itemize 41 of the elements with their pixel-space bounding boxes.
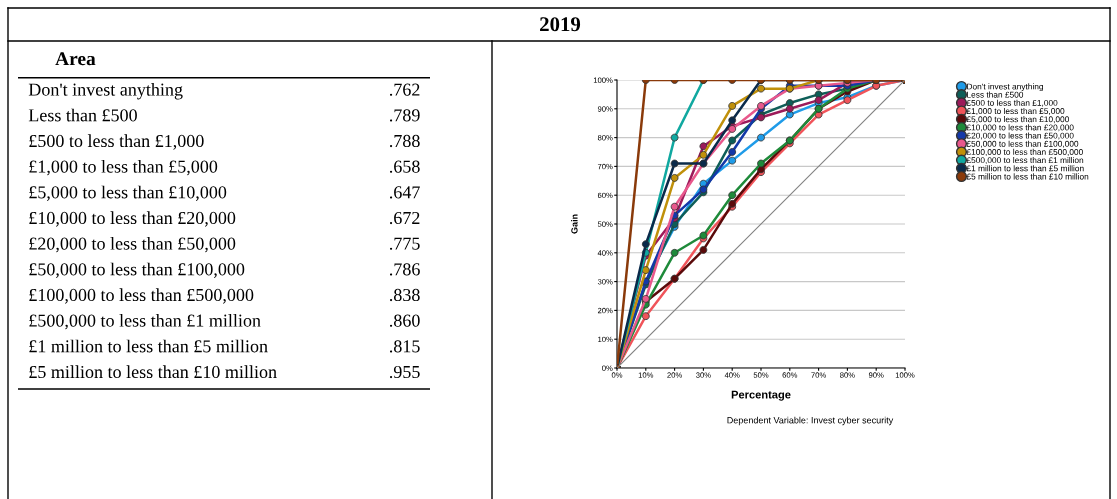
- text: .786: [389, 263, 420, 276]
- category-label: £5,000 to less than £10,000: [29, 185, 227, 201]
- category-label: £50,000 to less than £100,000: [29, 262, 245, 278]
- legend-label: Don't invest anything: [967, 83, 1044, 92]
- legend-label: £1 million to less than £5 million: [966, 165, 1084, 172]
- x-axis-title: Percentage: [731, 390, 791, 401]
- legend-label: £10,000 to less than £20,000: [966, 124, 1074, 132]
- text: .762: [389, 83, 420, 96]
- text: Area: [55, 52, 96, 66]
- legend-label: £20,000 to less than £50,000: [966, 132, 1074, 140]
- legend-label: £50,000 to less than £100,000: [966, 140, 1079, 148]
- legend-label: £5,000 to less than £10,000: [966, 116, 1069, 124]
- legend-label: Less than £500: [967, 91, 1024, 98]
- text: 2019: [540, 17, 581, 32]
- y-axis-title: Gain: [570, 214, 578, 234]
- text: .658: [389, 160, 420, 173]
- legend-label: £100,000 to less than £500,000: [966, 148, 1083, 156]
- text: .860: [389, 314, 420, 327]
- category-label: £1,000 to less than £5,000: [29, 160, 218, 176]
- text: .647: [389, 186, 420, 199]
- category-label: £5 million to less than £10 million: [29, 365, 277, 379]
- legend-label: £500 to less than £1,000: [966, 99, 1058, 107]
- text: .838: [389, 288, 420, 302]
- text: .789: [389, 109, 420, 122]
- category-label: £20,000 to less than £50,000: [29, 237, 236, 253]
- legend-label: £1,000 to less than £5,000: [966, 107, 1065, 115]
- category-label: £500 to less than £1,000: [29, 134, 204, 150]
- text: Dependent Variable: Invest cyber security: [727, 416, 894, 426]
- category-label: £1 million to less than £5 million: [29, 339, 268, 353]
- category-label: £500,000 to less than £1 million: [29, 314, 261, 330]
- legend-label: £500,000 to less than £1 million: [966, 157, 1084, 165]
- category-label: Don't invest anything: [28, 82, 183, 100]
- category-label: £10,000 to less than £20,000: [29, 211, 236, 227]
- category-label: Less than £500: [28, 108, 137, 122]
- legend-label: £5 million to less than £10 million: [966, 173, 1089, 180]
- text: .788: [389, 134, 420, 148]
- text: .955: [389, 365, 420, 379]
- text: .775: [389, 237, 420, 250]
- text: .815: [389, 340, 420, 353]
- category-label: £100,000 to less than £500,000: [29, 288, 254, 304]
- text: .672: [389, 211, 420, 225]
